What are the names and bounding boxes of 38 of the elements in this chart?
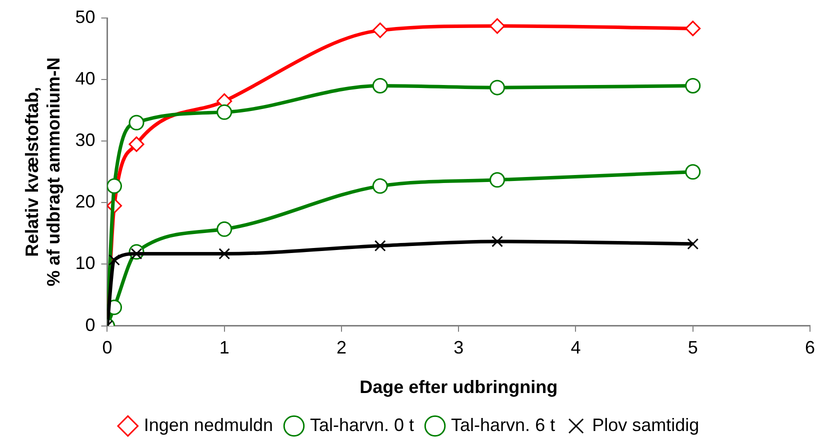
legend-label: Ingen nedmuldn — [144, 414, 273, 435]
point — [216, 221, 232, 237]
point — [374, 240, 386, 252]
point — [685, 164, 701, 180]
x-tick-label: 1 — [219, 338, 230, 358]
legend-label: Tal-harvn. 6 t — [451, 414, 556, 435]
y-tick-label: 40 — [75, 68, 96, 89]
point — [372, 78, 388, 94]
x-tick-label: 3 — [454, 338, 464, 358]
point — [128, 114, 144, 130]
point — [685, 20, 701, 36]
legend-label: Plov samtidig — [592, 414, 700, 435]
point — [372, 22, 388, 38]
x-tick-label: 0 — [102, 338, 112, 358]
point — [128, 136, 144, 152]
point — [107, 178, 122, 194]
y-tick-label: 10 — [75, 253, 96, 274]
x-tick-label: 5 — [688, 338, 698, 358]
y-tick-label: 30 — [75, 130, 96, 150]
point — [108, 254, 120, 266]
x-tick-label: 2 — [336, 338, 346, 358]
y-tick-label: 20 — [75, 192, 96, 212]
point — [492, 236, 503, 248]
point — [687, 238, 699, 250]
y-tick-label: 0 — [85, 314, 96, 335]
point — [490, 172, 506, 188]
x-tick-label: 4 — [570, 338, 581, 358]
x-axis-title: Dage efter udbringning — [360, 377, 558, 398]
point — [490, 80, 506, 96]
legend-label: Tal-harvn. 0 t — [310, 414, 414, 435]
point — [216, 104, 232, 120]
point — [218, 248, 230, 260]
x-tick-label: 6 — [804, 338, 816, 358]
point — [372, 178, 388, 194]
point — [685, 78, 701, 94]
y-axis-title: Relativ kvælstoftab, % af udbragt ammonium-N — [22, 57, 64, 286]
point — [490, 18, 506, 34]
y-tick-label: 50 — [75, 6, 96, 27]
